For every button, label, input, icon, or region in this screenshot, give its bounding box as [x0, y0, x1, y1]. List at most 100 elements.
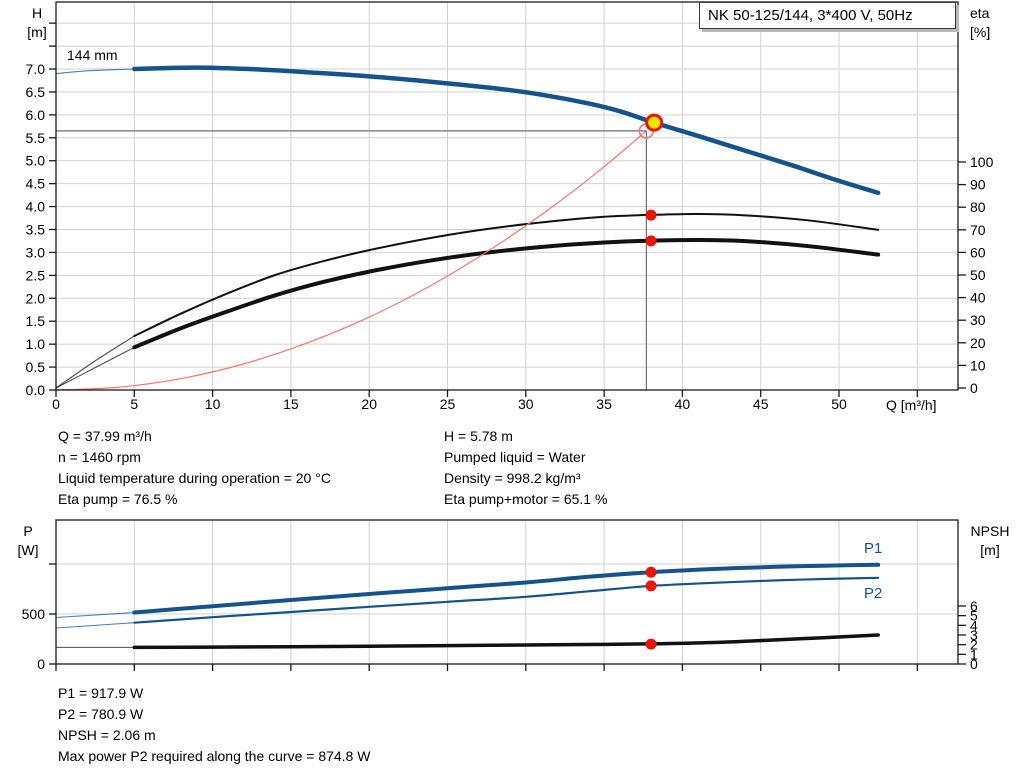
- info-density: Density = 998.2 kg/m³: [444, 470, 581, 486]
- h-axis-title: H [m]: [20, 4, 54, 42]
- p2-curve: [133, 576, 880, 624]
- right-tick-label: 30: [970, 312, 986, 328]
- power-info: P1 = 917.9 W P2 = 780.9 W NPSH = 2.06 m …: [58, 683, 370, 767]
- duty-info-left: Q = 37.99 m³/h n = 1460 rpm Liquid tempe…: [58, 426, 331, 510]
- left-tick-label: 5.0: [26, 153, 46, 169]
- chart-frame: [55, 1, 959, 391]
- x-tick-label: 10: [205, 396, 221, 412]
- p1-curve-label: P1: [864, 540, 883, 557]
- right-tick-label: 90: [970, 177, 986, 193]
- left-tick-label: 4.0: [26, 199, 46, 215]
- left-tick-label: 1.0: [26, 336, 46, 352]
- left-tick-label: 2.0: [26, 290, 46, 306]
- x-tick-label: 0: [52, 396, 60, 412]
- right-tick-label: 20: [970, 335, 986, 351]
- x-tick-label: 5: [130, 396, 138, 412]
- p1-curve-min-flow: [55, 611, 135, 619]
- right-tick-label: 2: [970, 637, 978, 653]
- h-axis-title-unit: [m]: [27, 24, 47, 40]
- eta-pump-duty-dot: [645, 209, 657, 221]
- left-tick-label: 2.5: [26, 267, 46, 283]
- right-tick-label: 1: [970, 646, 978, 662]
- p1-duty-dot: [645, 566, 657, 578]
- p2-curve-min-flow: [55, 622, 135, 629]
- left-tick-label: 4.5: [26, 176, 46, 192]
- chart-frame: [55, 519, 959, 665]
- p2-duty-dot: [645, 580, 657, 592]
- p-axis-title: P [W]: [8, 522, 48, 560]
- right-tick-label: 0: [970, 656, 978, 672]
- left-tick-label: 3.5: [26, 222, 46, 238]
- x-tick-label: 35: [596, 396, 612, 412]
- info-p2: P2 = 780.9 W: [58, 706, 144, 722]
- p-axis-title-unit: [W]: [17, 542, 39, 558]
- left-tick-label: 6.0: [26, 107, 46, 123]
- x-tick-label: 50: [831, 396, 847, 412]
- p1-curve: [132, 562, 881, 615]
- eta-pump-motor-curve-min-flow: [55, 346, 135, 389]
- eta-pump-curve: [133, 212, 880, 338]
- duty-info-right: H = 5.78 m Pumped liquid = Water Density…: [444, 426, 607, 510]
- left-tick-label: 0.5: [26, 359, 46, 375]
- info-liquid-temp: Liquid temperature during operation = 20…: [58, 470, 331, 486]
- eta-axis-title-unit: [%]: [970, 24, 991, 40]
- x-tick-label: 30: [518, 396, 534, 412]
- left-tick-label: 0: [37, 656, 45, 672]
- p-axis-title-symbol: P: [23, 523, 33, 539]
- left-tick-label: 1.5: [26, 313, 46, 329]
- right-tick-label: 6: [970, 598, 978, 614]
- npsh-curve: [132, 633, 880, 650]
- impeller-size-label: 144 mm: [67, 47, 118, 63]
- p2-curve-label: P2: [864, 585, 883, 602]
- info-pumped-liquid: Pumped liquid = Water: [444, 449, 586, 465]
- right-tick-label: 4: [970, 617, 978, 633]
- info-p1: P1 = 917.9 W: [58, 685, 144, 701]
- right-tick-label: 80: [970, 199, 986, 215]
- left-tick-label: 500: [22, 606, 46, 622]
- x-tick-label: 20: [361, 396, 377, 412]
- info-speed: n = 1460 rpm: [58, 449, 141, 465]
- x-tick-label: 15: [283, 396, 299, 412]
- npsh-axis-title: NPSH [m]: [964, 522, 1016, 560]
- duty-point-marker[interactable]: [645, 113, 664, 132]
- left-tick-label: 0.0: [26, 382, 46, 398]
- right-tick-label: 70: [970, 222, 986, 238]
- right-tick-label: 60: [970, 244, 986, 260]
- eta-pump-curve-min-flow: [55, 335, 135, 389]
- left-tick-label: 6.5: [26, 84, 46, 100]
- info-h: H = 5.78 m: [444, 428, 513, 444]
- x-tick-label: 25: [440, 396, 456, 412]
- qh-curve-144mm: [132, 65, 881, 196]
- right-tick-label: 0: [970, 380, 978, 396]
- right-tick-label: 50: [970, 267, 986, 283]
- eta-pump-motor-duty-dot: [645, 235, 657, 247]
- h-axis-title-symbol: H: [31, 5, 43, 21]
- pump-title-box: NK 50-125/144, 3*400 V, 50Hz: [699, 2, 956, 29]
- info-q: Q = 37.99 m³/h: [58, 428, 152, 444]
- eta-axis-title: eta [%]: [970, 4, 1016, 42]
- info-eta-pump-motor: Eta pump+motor = 65.1 %: [444, 491, 608, 507]
- eta-axis-title-symbol: eta: [970, 5, 990, 21]
- right-tick-label: 40: [970, 290, 986, 306]
- q-axis-title: Q [m³/h]: [886, 397, 937, 413]
- right-tick-label: 5: [970, 608, 978, 624]
- x-tick-label: 45: [753, 396, 769, 412]
- x-tick-label: 40: [675, 396, 691, 412]
- npsh-axis-title-symbol: NPSH: [970, 523, 1010, 539]
- npsh-axis-title-unit: [m]: [980, 542, 1000, 558]
- left-tick-label: 7.0: [26, 61, 46, 77]
- info-max-p2: Max power P2 required along the curve = …: [58, 748, 371, 764]
- system-curve: [55, 130, 647, 391]
- left-tick-label: 5.5: [26, 130, 46, 146]
- qh-curve-144mm-min-flow: [55, 68, 135, 75]
- npsh-duty-dot: [645, 638, 657, 650]
- info-npsh: NPSH = 2.06 m: [58, 727, 156, 743]
- eta-pump-motor-curve: [132, 237, 881, 350]
- info-eta-pump: Eta pump = 76.5 %: [58, 491, 178, 507]
- right-tick-label: 10: [970, 357, 986, 373]
- right-tick-label: 3: [970, 627, 978, 643]
- right-tick-label: 100: [970, 154, 994, 170]
- left-tick-label: 3.0: [26, 244, 46, 260]
